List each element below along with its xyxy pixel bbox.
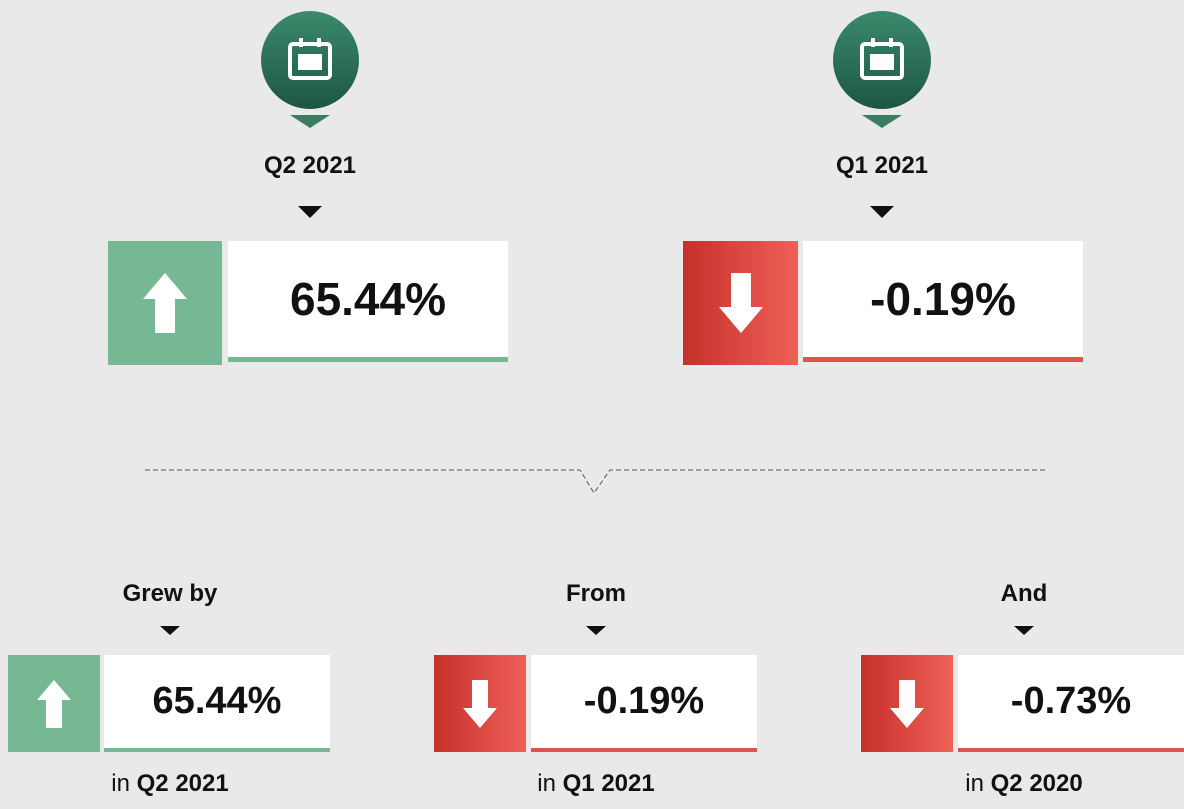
down-icon — [683, 241, 798, 365]
value: -0.19% — [870, 273, 1016, 325]
pin — [261, 11, 359, 128]
value-card: 65.44% — [228, 241, 508, 362]
prefix: in — [965, 770, 984, 797]
pointer — [298, 206, 322, 218]
prefix: in — [111, 770, 130, 797]
label: Grew by — [122, 580, 218, 607]
up-icon — [108, 241, 222, 365]
period: Q1 2021 — [835, 152, 929, 179]
value-card: -0.19% — [531, 655, 757, 752]
period: Q2 2021 — [136, 770, 229, 797]
value-card: -0.19% — [803, 241, 1083, 362]
value-card: 65.44% — [104, 655, 330, 752]
pointer — [160, 626, 180, 635]
value-card: -0.73% — [958, 655, 1184, 752]
pointer — [870, 206, 894, 218]
pin — [833, 11, 931, 128]
value: 65.44% — [289, 273, 446, 325]
pointer — [586, 626, 606, 635]
period: Q2 2021 — [263, 152, 357, 179]
caption: in Q2 2021 — [20, 770, 320, 798]
label: And — [1000, 580, 1048, 607]
value: -0.73% — [1010, 680, 1132, 722]
label: From — [566, 580, 626, 607]
value: -0.19% — [583, 680, 705, 722]
period: Q2 2020 — [990, 770, 1083, 797]
caption: in Q1 2021 — [446, 770, 746, 798]
period: Q1 2021 — [562, 770, 655, 797]
value: 65.44% — [152, 680, 282, 722]
down-icon — [434, 655, 526, 752]
caption: in Q2 2020 — [874, 770, 1174, 798]
down-icon — [861, 655, 953, 752]
divider — [145, 469, 1045, 494]
up-icon — [8, 655, 100, 752]
prefix: in — [537, 770, 556, 797]
pointer — [1014, 626, 1034, 635]
